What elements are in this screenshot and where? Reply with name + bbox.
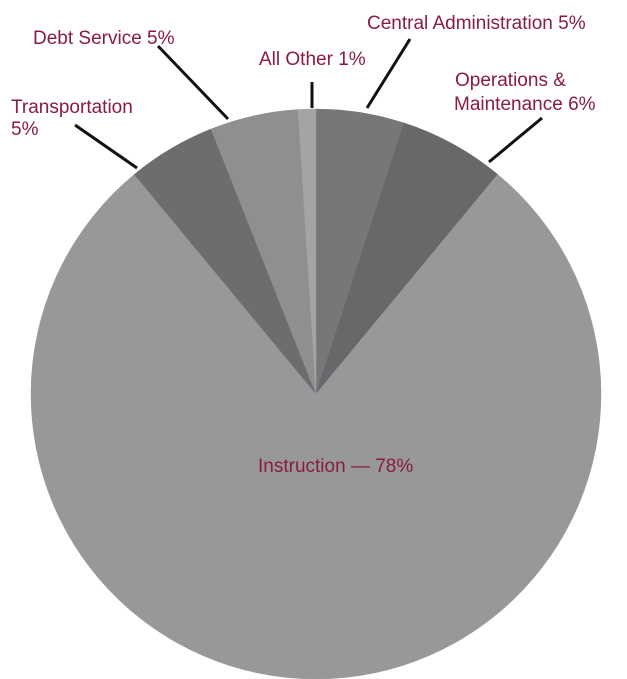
pie-slice-all-other bbox=[297, 108, 317, 395]
label-transportation-line1: Transportation bbox=[11, 97, 133, 118]
label-transportation-line2: 5% bbox=[11, 119, 39, 140]
pie-slices bbox=[30, 108, 602, 679]
leader-operations-maintenance bbox=[488, 116, 543, 164]
label-debt-service: Debt Service 5% bbox=[33, 28, 175, 49]
leader-transportation bbox=[74, 123, 138, 170]
label-central-administration: Central Administration 5% bbox=[367, 13, 586, 34]
label-operations-line1: Operations & bbox=[455, 70, 566, 91]
leader-debt-service bbox=[156, 44, 230, 121]
label-instruction: Instruction — 78% bbox=[258, 456, 413, 477]
label-operations-line2: Maintenance 6% bbox=[454, 94, 596, 115]
label-all-other: All Other 1% bbox=[259, 49, 366, 70]
leader-central-administration bbox=[365, 38, 412, 109]
